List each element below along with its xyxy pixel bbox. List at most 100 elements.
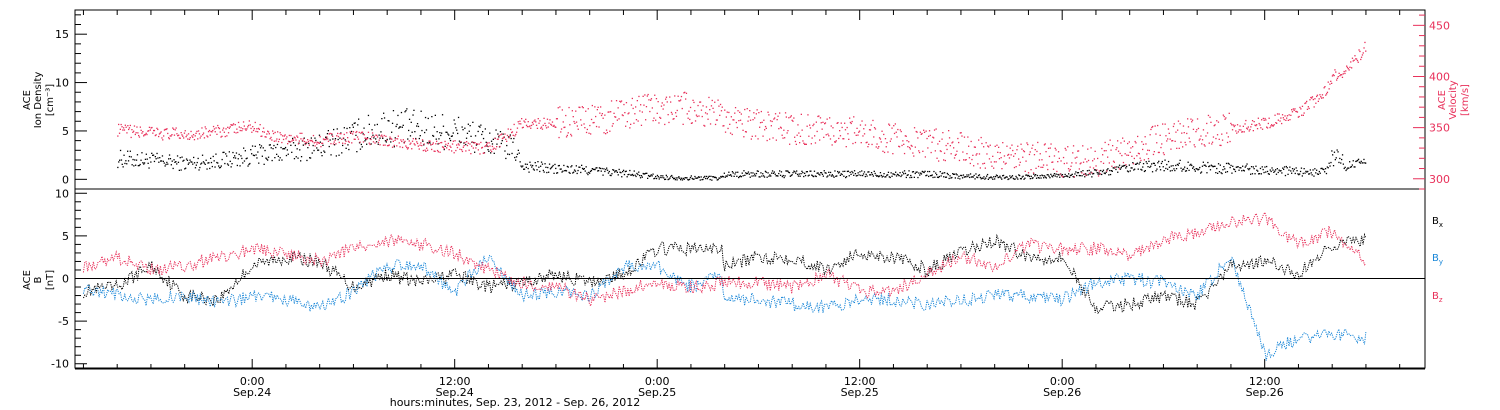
density-point bbox=[637, 173, 639, 176]
velocity-point bbox=[361, 131, 363, 133]
velocity-point bbox=[520, 123, 522, 125]
density-point bbox=[394, 137, 396, 139]
density-point bbox=[435, 138, 437, 140]
velocity-point bbox=[416, 141, 418, 143]
velocity-point bbox=[386, 139, 388, 141]
velocity-point bbox=[542, 124, 544, 126]
density-point bbox=[1348, 167, 1350, 169]
velocity-point bbox=[155, 134, 157, 136]
velocity-point bbox=[680, 95, 683, 98]
velocity-point bbox=[200, 135, 202, 137]
velocity-point bbox=[529, 125, 531, 127]
velocity-series bbox=[117, 41, 1367, 178]
density-point bbox=[157, 157, 159, 159]
velocity-point bbox=[357, 138, 360, 140]
velocity-point bbox=[537, 118, 539, 120]
velocity-point bbox=[577, 128, 579, 130]
velocity-point bbox=[947, 142, 949, 145]
density-point bbox=[1349, 166, 1352, 168]
density-point bbox=[604, 170, 606, 173]
velocity-point bbox=[1123, 140, 1125, 142]
velocity-point bbox=[991, 165, 993, 167]
velocity-point bbox=[317, 141, 319, 143]
velocity-point bbox=[880, 141, 882, 143]
velocity-point bbox=[1132, 163, 1135, 165]
velocity-point bbox=[419, 144, 421, 146]
velocity-point bbox=[822, 121, 824, 123]
density-point bbox=[950, 177, 952, 179]
velocity-point bbox=[996, 144, 998, 146]
density-point bbox=[128, 155, 131, 158]
density-point bbox=[702, 178, 704, 181]
density-point bbox=[218, 167, 221, 169]
density-point bbox=[629, 169, 631, 172]
velocity-point bbox=[395, 138, 397, 140]
density-point bbox=[1067, 175, 1069, 178]
density-point bbox=[1347, 167, 1349, 169]
velocity-point bbox=[615, 100, 618, 102]
density-point bbox=[881, 176, 883, 178]
density-point bbox=[477, 130, 479, 133]
density-point bbox=[912, 171, 915, 173]
density-point bbox=[839, 174, 841, 176]
density-point bbox=[957, 177, 959, 179]
density-point bbox=[989, 176, 991, 179]
velocity-point bbox=[299, 132, 301, 134]
velocity-point bbox=[1077, 150, 1080, 152]
velocity-point bbox=[1234, 124, 1236, 127]
density-point bbox=[485, 141, 487, 143]
density-point bbox=[231, 163, 233, 165]
velocity-point bbox=[762, 135, 764, 137]
density-point bbox=[458, 140, 461, 142]
velocity-point bbox=[1047, 147, 1050, 149]
velocity-point bbox=[1009, 147, 1011, 149]
density-point bbox=[287, 153, 289, 155]
velocity-point bbox=[1282, 117, 1284, 119]
velocity-point bbox=[277, 140, 280, 143]
density-point bbox=[219, 166, 222, 169]
density-point bbox=[734, 173, 736, 175]
velocity-point bbox=[1207, 114, 1210, 117]
velocity-point bbox=[1296, 111, 1299, 113]
velocity-point bbox=[227, 132, 230, 134]
density-point bbox=[337, 138, 339, 141]
velocity-point bbox=[1062, 176, 1064, 178]
velocity-point bbox=[372, 141, 375, 143]
velocity-point bbox=[839, 135, 842, 137]
velocity-point bbox=[214, 131, 216, 133]
density-point bbox=[507, 136, 510, 138]
velocity-point bbox=[949, 145, 951, 147]
velocity-point bbox=[545, 127, 548, 129]
density-point bbox=[328, 145, 330, 148]
velocity-point bbox=[698, 115, 700, 117]
velocity-point bbox=[760, 110, 762, 113]
velocity-point bbox=[1017, 145, 1019, 147]
velocity-point bbox=[844, 122, 846, 124]
density-point bbox=[1191, 164, 1193, 167]
density-point bbox=[1271, 167, 1273, 169]
velocity-point bbox=[505, 138, 507, 140]
velocity-point bbox=[737, 110, 739, 112]
velocity-point bbox=[287, 143, 289, 145]
density-point bbox=[966, 174, 968, 176]
density-point bbox=[1056, 176, 1058, 178]
velocity-point bbox=[1023, 151, 1026, 153]
velocity-point bbox=[1148, 149, 1150, 152]
velocity-point bbox=[809, 127, 812, 129]
density-point bbox=[718, 177, 720, 179]
density-point bbox=[730, 174, 732, 176]
density-point bbox=[648, 175, 651, 178]
velocity-point bbox=[1276, 122, 1278, 124]
density-point bbox=[687, 179, 689, 181]
velocity-point bbox=[1182, 146, 1184, 148]
velocity-point bbox=[570, 133, 572, 136]
density-point bbox=[370, 143, 372, 145]
density-point bbox=[1151, 163, 1153, 165]
velocity-point bbox=[296, 135, 298, 137]
velocity-point bbox=[469, 143, 471, 145]
density-point bbox=[655, 177, 658, 180]
density-point bbox=[1322, 168, 1324, 170]
density-point bbox=[1216, 167, 1218, 170]
density-point bbox=[1008, 178, 1010, 180]
velocity-point bbox=[989, 144, 991, 146]
